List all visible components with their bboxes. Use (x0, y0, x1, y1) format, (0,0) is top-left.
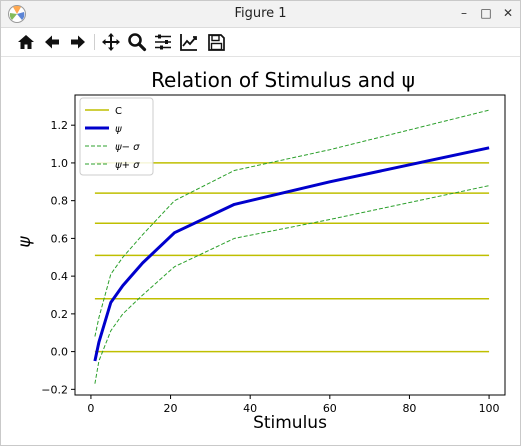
x-tick-label: 100 (479, 402, 500, 415)
maximize-button[interactable]: □ (480, 6, 492, 20)
edit-axis-button[interactable] (178, 31, 200, 53)
navigation-toolbar (1, 28, 520, 57)
zoom-magnifier-icon (128, 33, 147, 52)
title-bar: Figure 1 – □ ✕ (1, 1, 520, 28)
configure-subplots-icon (155, 34, 171, 50)
y-tick-label: 1.0 (51, 157, 69, 170)
x-tick-label: 0 (87, 402, 94, 415)
figure-canvas[interactable]: Relation of Stimulus and ψ Stimulus ψ 0 2… (1, 57, 520, 445)
series-line-0 (93, 146, 490, 362)
x-tick-label: 60 (323, 402, 337, 415)
y-tick-label: 0.2 (51, 308, 69, 321)
y-tick-label: −0.2 (41, 383, 68, 396)
zoom-button[interactable] (126, 31, 148, 53)
y-tick-label: 0.6 (51, 232, 69, 245)
y-tick-label: 1.2 (51, 119, 69, 132)
series-line-2 (94, 109, 490, 337)
legend-label: ψ− σ (115, 142, 140, 153)
plot-axes-frame (74, 94, 506, 396)
minimize-button[interactable]: – (461, 6, 467, 20)
legend-box (79, 97, 154, 176)
forward-button[interactable] (67, 31, 89, 53)
back-arrow-icon (45, 35, 59, 49)
edit-axis-curves-icon (180, 34, 197, 51)
save-button[interactable] (205, 31, 227, 53)
pan-button[interactable] (100, 31, 122, 53)
x-axis-label: Stimulus (253, 413, 327, 433)
home-button[interactable] (15, 31, 37, 53)
series-line-1 (94, 185, 490, 384)
back-button[interactable] (41, 31, 63, 53)
matplotlib-app-icon (7, 4, 27, 24)
toolbar-separator (94, 34, 95, 50)
window-title: Figure 1 (234, 6, 287, 21)
pan-move-icon (102, 33, 120, 51)
y-tick-label: 0.4 (51, 270, 69, 283)
x-tick-label: 40 (243, 402, 257, 415)
configure-subplots-button[interactable] (152, 31, 174, 53)
home-icon (18, 35, 34, 49)
forward-arrow-icon (71, 35, 85, 49)
legend-label: ψ (115, 124, 122, 135)
legend-label: C (115, 106, 122, 117)
chart-title: Relation of Stimulus and ψ (151, 68, 415, 92)
y-tick-label: 0.8 (51, 195, 69, 208)
x-tick-label: 80 (402, 402, 416, 415)
close-button[interactable]: ✕ (502, 6, 514, 20)
y-axis-label: ψ (15, 236, 35, 248)
y-tick-label: 0.0 (51, 346, 69, 359)
x-tick-label: 20 (164, 402, 178, 415)
save-floppy-icon (207, 33, 225, 51)
legend-label: ψ+ σ (115, 160, 140, 171)
